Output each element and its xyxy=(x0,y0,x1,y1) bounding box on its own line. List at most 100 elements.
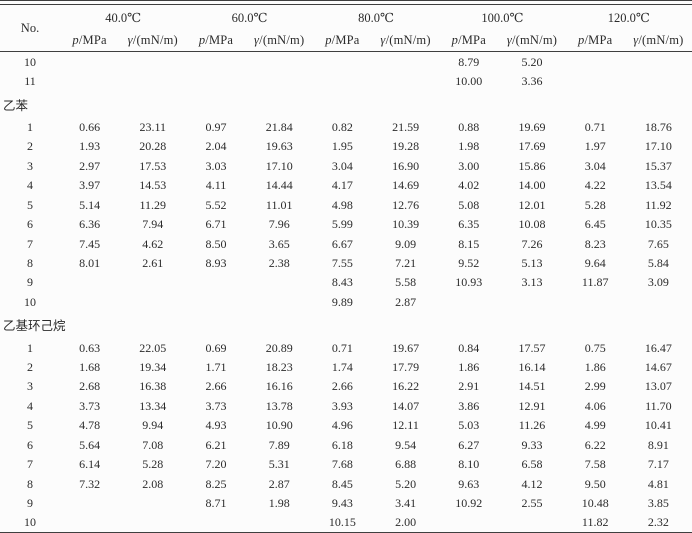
table-row: 2 1.68 19.34 1.71 18.23 1.74 17.79 1.86 16.14 1.8… xyxy=(0,357,692,376)
p-value-cell: 10.48 xyxy=(581,495,609,510)
gamma-value-cell: 7.65 xyxy=(647,236,669,251)
row-number-cell: 9 xyxy=(27,495,33,510)
gamma-value-cell: 5.58 xyxy=(395,275,417,290)
gamma-value-cell: 13.34 xyxy=(139,398,167,413)
gamma-value-cell: 10.08 xyxy=(518,217,546,232)
p-value-cell: 7.32 xyxy=(79,476,101,491)
p-value-cell: 11.87 xyxy=(581,275,609,290)
p-value-cell: 5.64 xyxy=(79,437,101,452)
p-value-cell: 4.93 xyxy=(205,418,227,433)
pressure-unit: /MPa xyxy=(78,33,107,47)
row-number-cell: 4 xyxy=(27,178,33,193)
pressure-column-header: p/MPa xyxy=(313,30,372,51)
table-row: 4 3.73 13.34 3.73 13.78 3.93 14.07 3.86 12.91 4.0… xyxy=(0,396,692,415)
p-value-cell: 8.45 xyxy=(331,476,353,491)
gamma-value-cell: 21.84 xyxy=(265,119,293,134)
gamma-unit: /(mN/m) xyxy=(259,33,305,47)
gamma-value-cell: 4.81 xyxy=(647,476,669,491)
table-row: 3 2.97 17.53 3.03 17.10 3.04 16.90 3.00 15.86 3.0… xyxy=(0,156,692,175)
table-row: 1 0.66 23.11 0.97 21.84 0.82 21.59 0.88 19.69 0.7… xyxy=(0,117,692,136)
gamma-column-header: γ/(mN/m) xyxy=(372,30,439,51)
table-row: 8 8.01 2.61 8.93 2.38 7.55 7.21 9.52 5.13 9.64 5.8… xyxy=(0,253,692,272)
gamma-value-cell: 15.86 xyxy=(518,158,546,173)
gamma-value-cell: 11.29 xyxy=(139,197,167,212)
pressure-unit: /MPa xyxy=(458,33,486,47)
p-value-cell: 8.15 xyxy=(458,236,480,251)
p-value-cell: 6.35 xyxy=(458,217,480,232)
gamma-value-cell: 2.55 xyxy=(521,495,543,510)
p-value-cell: 2.66 xyxy=(331,379,353,394)
gamma-value-cell: 17.79 xyxy=(392,360,420,375)
row-number-cell: 5 xyxy=(27,197,33,212)
p-value-cell: 7.58 xyxy=(584,457,606,472)
p-value-cell: 5.14 xyxy=(79,197,101,212)
no-column-header: No. xyxy=(20,20,40,35)
p-value-cell: 7.45 xyxy=(79,236,101,251)
pressure-column-header: p/MPa xyxy=(186,30,245,51)
p-value-cell: 4.22 xyxy=(584,178,606,193)
row-number-cell: 6 xyxy=(27,217,33,232)
gamma-value-cell: 3.65 xyxy=(268,236,290,251)
pressure-symbol: p xyxy=(72,33,79,47)
gamma-value-cell: 6.88 xyxy=(395,457,417,472)
p-value-cell: 8.50 xyxy=(205,236,227,251)
p-value-cell: 4.06 xyxy=(584,398,606,413)
p-value-cell: 7.20 xyxy=(205,457,227,472)
p-value-cell: 11.82 xyxy=(581,515,609,530)
row-number-cell: 9 xyxy=(27,275,33,290)
gamma-value-cell: 17.10 xyxy=(644,139,672,154)
gamma-value-cell: 3.41 xyxy=(395,495,417,510)
gamma-value-cell: 7.17 xyxy=(647,457,669,472)
gamma-value-cell: 11.26 xyxy=(518,418,546,433)
p-value-cell: 6.36 xyxy=(79,217,101,232)
gamma-value-cell: 17.53 xyxy=(139,158,167,173)
table-row: 5 4.78 9.94 4.93 10.90 4.96 12.11 5.03 11.26 4.99… xyxy=(0,416,692,435)
p-value-cell: 7.68 xyxy=(331,457,353,472)
p-value-cell: 2.68 xyxy=(79,379,101,394)
table-row: 11 10.00 3.36 xyxy=(0,71,692,90)
row-number-cell: 10 xyxy=(24,515,36,530)
gamma-column-header: γ/(mN/m) xyxy=(246,30,313,51)
p-value-cell: 4.96 xyxy=(331,418,353,433)
section-label: 乙基环己烷 xyxy=(3,319,66,334)
table-row: 9 8.43 5.58 10.93 3.13 11.87 3.09 xyxy=(0,273,692,292)
gamma-value-cell: 11.01 xyxy=(265,197,293,212)
row-number-cell: 1 xyxy=(27,119,33,134)
p-value-cell: 4.11 xyxy=(205,178,227,193)
p-value-cell: 4.99 xyxy=(584,418,606,433)
p-value-cell: 3.73 xyxy=(79,398,101,413)
gamma-value-cell: 12.11 xyxy=(392,418,419,433)
row-number-cell: 8 xyxy=(27,255,33,270)
gamma-value-cell: 12.01 xyxy=(518,197,546,212)
p-value-cell: 0.71 xyxy=(584,119,606,134)
p-value-cell: 10.93 xyxy=(455,275,483,290)
p-value-cell: 8.23 xyxy=(584,236,606,251)
p-value-cell: 5.99 xyxy=(331,217,353,232)
gamma-value-cell: 7.96 xyxy=(268,217,290,232)
gamma-value-cell: 1.98 xyxy=(268,495,290,510)
table-row: 6 6.36 7.94 6.71 7.96 5.99 10.39 6.35 10.08 6.45 1… xyxy=(0,214,692,233)
gamma-value-cell: 7.26 xyxy=(521,236,543,251)
gamma-value-cell: 14.67 xyxy=(644,360,672,375)
gamma-value-cell: 18.76 xyxy=(644,119,672,134)
gamma-symbol: γ xyxy=(127,33,133,47)
row-number-cell: 7 xyxy=(27,457,33,472)
p-value-cell: 5.28 xyxy=(584,197,606,212)
p-value-cell: 3.00 xyxy=(458,158,480,173)
gamma-column-header: γ/(mN/m) xyxy=(119,30,186,51)
gamma-value-cell: 9.33 xyxy=(521,437,543,452)
subcolumn-headers: p/MPa γ/(mN/m) xyxy=(313,30,439,51)
p-value-cell: 2.99 xyxy=(584,379,606,394)
row-number-cell: 3 xyxy=(27,379,33,394)
table-row: 3 2.68 16.38 2.66 16.16 2.66 16.22 2.91 14.51 2.9… xyxy=(0,377,692,396)
gamma-value-cell: 16.22 xyxy=(392,379,420,394)
gamma-value-cell: 8.91 xyxy=(647,437,669,452)
gamma-value-cell: 22.05 xyxy=(139,340,167,355)
p-value-cell: 1.74 xyxy=(331,360,353,375)
pressure-unit: /MPa xyxy=(331,33,360,47)
temperature-group: 60.0℃ p/MPa γ/(mN/m) xyxy=(186,5,312,51)
gamma-symbol: γ xyxy=(633,33,639,47)
p-value-cell: 6.22 xyxy=(584,437,606,452)
row-number-cell: 11 xyxy=(24,74,36,89)
